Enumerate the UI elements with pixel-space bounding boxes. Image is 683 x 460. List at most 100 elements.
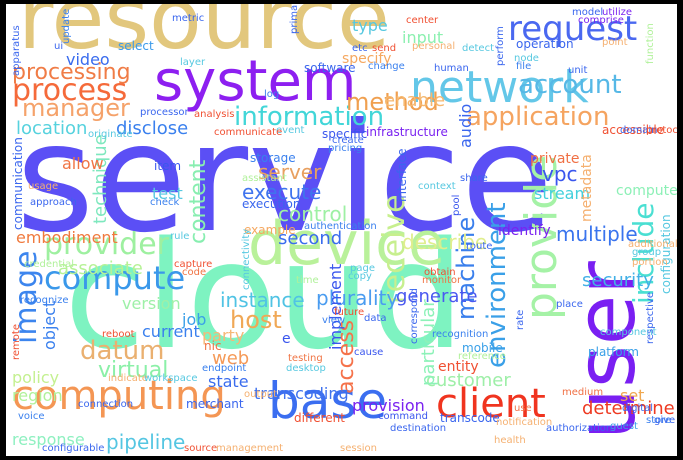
word-detect: detect <box>462 44 494 54</box>
word-destination: destination <box>390 424 446 434</box>
word-workspace: workspace <box>144 374 198 384</box>
word-multiple: multiple <box>556 224 638 244</box>
word-nic: nic <box>204 340 222 352</box>
word-security: security <box>582 272 654 290</box>
word-identify: identify <box>498 224 551 238</box>
word-policy: policy <box>12 370 59 386</box>
word-manager: manager <box>22 96 130 120</box>
word-reboot: reboot <box>102 330 135 340</box>
word-credential: credential <box>24 260 74 270</box>
word-perform: perform <box>496 26 506 66</box>
word-cloud: servicecloudresourcesystemdeviceuserbase… <box>6 4 677 456</box>
word-infrastructure: infrastructure <box>366 126 448 138</box>
word-share: share <box>460 174 488 184</box>
word-portion: portion <box>632 258 668 268</box>
word-session: session <box>340 444 377 454</box>
word-communicate: communicate <box>214 128 282 138</box>
word-location: location <box>16 120 87 138</box>
word-communication: communication <box>12 137 24 230</box>
word-human: human <box>434 64 469 74</box>
word-endpoint: endpoint <box>202 364 246 374</box>
word-rate: rate <box>516 310 526 330</box>
word-correspond: correspond <box>410 288 420 344</box>
word-enable: enable <box>384 92 445 110</box>
word-indicate: indicate <box>108 374 148 384</box>
word-update: update <box>62 9 72 44</box>
word-pipeline: pipeline <box>106 432 185 452</box>
word-operation: operation <box>516 38 574 50</box>
word-embodiment: embodiment <box>16 230 118 246</box>
word-future: future <box>334 308 364 318</box>
word-give: give <box>654 416 675 426</box>
word-apparatus: apparatus <box>12 25 22 76</box>
word-recognize: recognize <box>20 296 69 306</box>
word-desktop: desktop <box>286 364 326 374</box>
word-unit: unit <box>568 66 587 76</box>
word-respective: respective <box>646 292 656 344</box>
word-video: video <box>66 52 110 68</box>
word-medium: medium <box>562 388 603 398</box>
word-analysis: analysis <box>194 110 235 120</box>
word-approach: approach <box>30 198 77 208</box>
word-place: place <box>556 300 583 310</box>
word-private: private <box>530 152 580 166</box>
word-management: management <box>216 444 283 454</box>
word-set: set <box>620 388 644 404</box>
word-region: region <box>12 388 63 404</box>
word-different: different <box>294 412 345 424</box>
word-recognition: recognition <box>432 330 488 340</box>
word-guest: guest <box>610 422 638 432</box>
word-point: point <box>602 38 628 48</box>
word-model: model <box>572 8 603 18</box>
word-code: code <box>182 268 206 278</box>
word-select: select <box>118 40 154 52</box>
word-change: change <box>368 62 405 72</box>
word-metadata: metadata <box>580 154 594 222</box>
word-platform: platform <box>588 346 639 358</box>
word-center: center <box>406 16 438 26</box>
word-context: context <box>418 182 456 192</box>
word-configuration: configuration <box>660 214 672 294</box>
word-protocol: protocol <box>646 126 677 136</box>
word-copy: copy <box>348 272 372 282</box>
word-content: content <box>188 160 210 244</box>
word-allow: allow <box>62 156 104 172</box>
word-send: send <box>372 44 396 54</box>
word-item: item <box>154 160 181 172</box>
word-execution: execution <box>242 198 300 210</box>
word-audio: audio <box>458 104 474 148</box>
word-data: data <box>364 314 387 324</box>
word-personal: personal <box>412 42 455 52</box>
word-interface: interface <box>396 148 408 202</box>
word-technique: technique <box>92 134 110 224</box>
word-function: function <box>646 23 656 64</box>
word-remote: remote <box>12 324 22 360</box>
word-assistant: assistant <box>242 174 287 184</box>
word-digital: digital <box>622 404 653 414</box>
word-computer: computer <box>616 184 677 198</box>
word-monitor: monitor <box>422 276 461 286</box>
word-application: application <box>466 104 609 130</box>
word-use: use <box>514 404 532 414</box>
word-log: log <box>264 90 279 100</box>
word-particular: particular <box>420 299 438 386</box>
word-version: version <box>122 296 181 312</box>
word-etc: etc <box>352 44 368 54</box>
word-health: health <box>494 436 526 446</box>
word-cause: cause <box>354 348 383 358</box>
word-merchant: merchant <box>186 398 244 410</box>
word-pool: pool <box>452 195 462 216</box>
word-layer: layer <box>180 58 205 68</box>
word-e: e <box>282 332 291 346</box>
word-authorization: authorization <box>546 424 612 434</box>
word-type: type <box>352 18 388 34</box>
word-check: check <box>150 198 179 208</box>
word-voice: voice <box>18 412 44 422</box>
word-originate: originate <box>88 130 133 140</box>
word-rule: rule <box>170 232 189 242</box>
word-time: time <box>296 276 319 286</box>
word-entity: entity <box>438 360 479 374</box>
word-connectivity: connectivity <box>242 229 252 290</box>
word-pricing: pricing <box>328 144 362 154</box>
